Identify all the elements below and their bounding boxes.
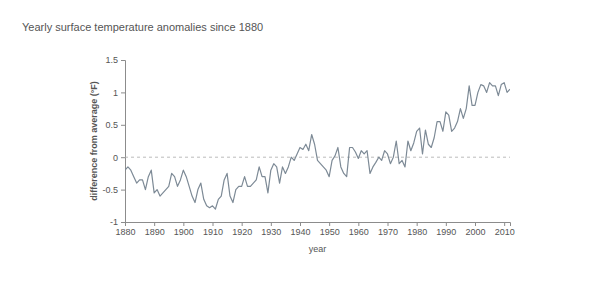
plot: 1880 1890 1900 1910 1920 1930 1940 1950 1960 1970… (102, 55, 514, 237)
tick-label: 1900 (174, 227, 194, 237)
tick-mark (213, 222, 214, 226)
tick: -0.5 (102, 185, 125, 195)
tick-mark (358, 222, 359, 226)
tick-label: 1.5 (105, 55, 118, 65)
tick-mark (475, 222, 476, 226)
tick-mark (446, 222, 447, 226)
tick-label: 0 (113, 153, 118, 163)
tick-label: 1 (113, 88, 118, 98)
tick: 1 (113, 88, 125, 98)
tick-mark (121, 157, 125, 158)
tick: 1940 (290, 222, 310, 237)
tick-label: 2000 (465, 227, 485, 237)
tick-label: 1960 (349, 227, 369, 237)
tick: 1880 (115, 222, 135, 237)
tick-label: 1890 (145, 227, 165, 237)
tick-mark (300, 222, 301, 226)
tick: 1900 (174, 222, 194, 237)
tick: -1 (110, 217, 125, 227)
y-axis: -1 -0.5 0 0.5 1 1.5 (102, 55, 125, 227)
x-axis-title: year (309, 244, 327, 254)
tick-label: -1 (110, 217, 118, 227)
tick: 1980 (407, 222, 427, 237)
tick-label: 1950 (320, 227, 340, 237)
tick-mark (121, 125, 125, 126)
tick: 0.5 (105, 120, 125, 130)
tick-mark (504, 222, 505, 226)
y-axis-title: difference from average (°F) (89, 81, 99, 201)
tick: 1.5 (105, 55, 125, 65)
tick-label: 1940 (290, 227, 310, 237)
tick-label: 1970 (378, 227, 398, 237)
tick: 1960 (349, 222, 369, 237)
tick: 1950 (320, 222, 340, 237)
data-line (125, 83, 510, 209)
tick-mark (329, 222, 330, 226)
tick-label: 2010 (495, 227, 515, 237)
tick: 1930 (261, 222, 281, 237)
tick-label: 1880 (115, 227, 135, 237)
tick-label: 1930 (261, 227, 281, 237)
tick-label: -0.5 (102, 185, 118, 195)
tick-label: 1910 (203, 227, 223, 237)
tick-mark (154, 222, 155, 226)
tick-mark (121, 222, 125, 223)
tick-label: 1990 (436, 227, 456, 237)
tick-mark (242, 222, 243, 226)
tick-mark (183, 222, 184, 226)
tick-label: 0.5 (105, 120, 118, 130)
tick: 1910 (203, 222, 223, 237)
tick: 1890 (145, 222, 165, 237)
title: Yearly surface temperature anomalies sin… (22, 21, 263, 33)
tick: 1970 (378, 222, 398, 237)
chart: Yearly surface temperature anomalies sin… (0, 0, 605, 283)
tick: 2000 (465, 222, 485, 237)
axis-line (121, 61, 126, 223)
tick-label: 1980 (407, 227, 427, 237)
tick-mark (121, 60, 125, 61)
x-axis: 1880 1890 1900 1910 1920 1930 1940 1950 1960 1970… (115, 222, 514, 237)
tick-label: 1920 (232, 227, 252, 237)
tick-mark (417, 222, 418, 226)
marks (125, 83, 510, 209)
tick-mark (388, 222, 389, 226)
tick-mark (271, 222, 272, 226)
tick: 0 (113, 153, 125, 163)
tick: 2010 (495, 222, 515, 237)
tick: 1920 (232, 222, 252, 237)
axis-line (126, 223, 511, 227)
tick-mark (121, 190, 125, 191)
tick: 1990 (436, 222, 456, 237)
tick-mark (121, 92, 125, 93)
